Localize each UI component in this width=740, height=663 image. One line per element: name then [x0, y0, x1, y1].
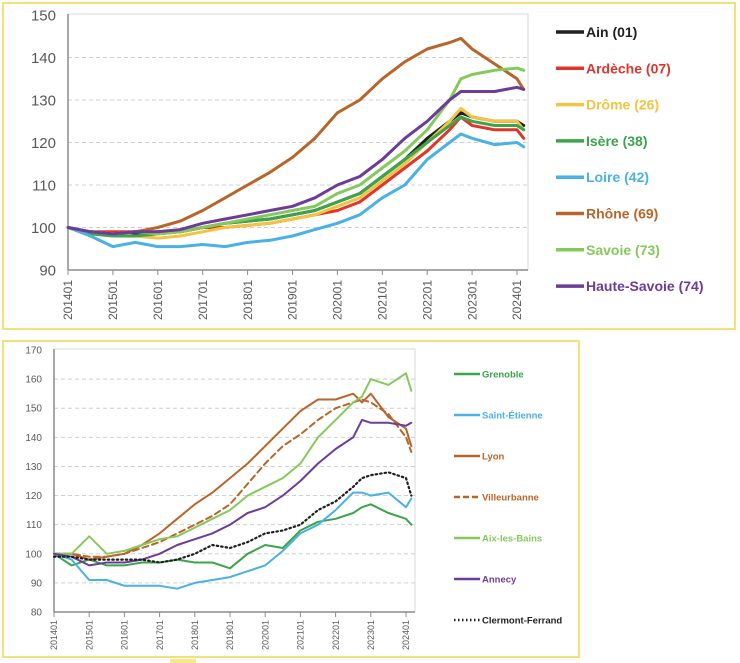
x-tick-label: 201901 [286, 280, 300, 320]
x-tick-label: 201601 [151, 280, 165, 320]
legend-label: Ardèche (07) [586, 60, 671, 76]
x-tick-label: 202201 [420, 280, 434, 320]
series-line-ain-01- [66, 111, 526, 236]
legend-label: Isère (38) [586, 133, 647, 149]
legend-label: Haute-Savoie (74) [586, 278, 703, 294]
legend-label: Drôme (26) [586, 97, 659, 113]
x-tick-label: 202101 [376, 280, 390, 320]
series-line-savoie-73- [66, 66, 526, 236]
y-tick-label: 100 [31, 220, 56, 237]
legend-label: Loire (42) [586, 169, 649, 185]
series-line-dr-me-26- [66, 107, 526, 240]
highlight-mark [170, 659, 196, 663]
legend-label: Savoie (73) [586, 242, 660, 258]
x-tick-label: 202401 [510, 280, 524, 320]
x-tick-label: 202301 [465, 280, 479, 320]
x-tick-label: 201401 [61, 280, 75, 320]
x-tick-label: 201501 [106, 280, 120, 320]
y-tick-label: 120 [31, 135, 56, 152]
y-tick-label: 110 [32, 177, 56, 194]
x-tick-label: 201801 [241, 280, 255, 320]
series-line-loire-42- [66, 132, 526, 249]
x-tick-label: 202001 [331, 280, 345, 320]
series-line-haute-savoie-74- [66, 85, 526, 236]
chart-departements: 90 100 110 120 130 140 150 201401 201501 201601 20… [31, 7, 704, 320]
y-tick-label: 130 [31, 92, 56, 109]
legend-label: Ain (01) [586, 24, 637, 40]
legend-label: Rhône (69) [586, 206, 658, 222]
y-tick-label: 150 [31, 7, 56, 24]
x-tick-label: 201701 [196, 280, 210, 320]
y-tick-label: 90 [39, 262, 56, 279]
series-line-rh-ne-69- [66, 36, 526, 236]
chart-panel-departements [2, 2, 736, 330]
chart-panel-villes [2, 340, 580, 658]
y-tick-label: 140 [31, 50, 56, 67]
